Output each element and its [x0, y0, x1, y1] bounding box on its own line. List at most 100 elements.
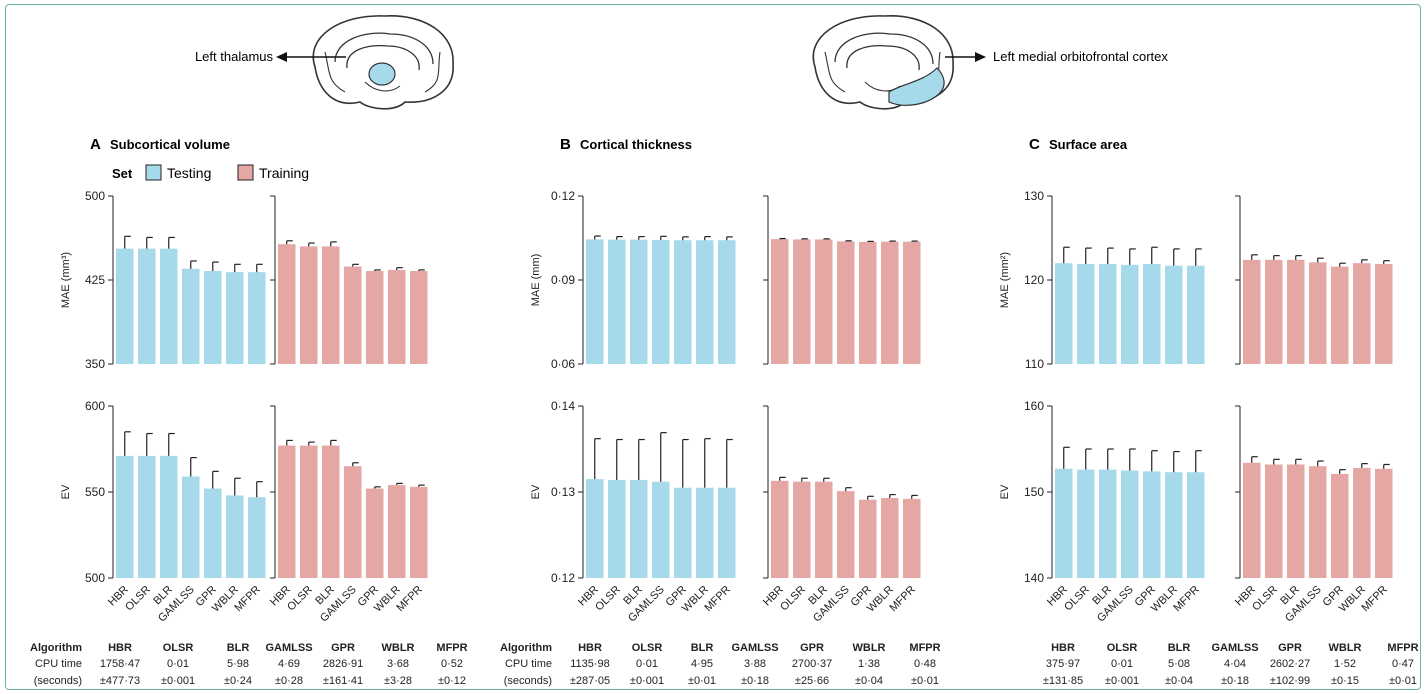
table-algorithm: GPR [331, 642, 355, 654]
bar-training [793, 239, 811, 364]
bar-training [278, 445, 296, 578]
y-tick-label: 500 [85, 571, 105, 585]
y-axis-label: EV [999, 484, 1011, 499]
bar-training [1331, 473, 1349, 578]
panel-A: A Subcortical volume 350 425 500 MAE (mm³) 500… [60, 136, 428, 625]
table-algorithm: BLR [227, 642, 250, 654]
table-cpu-error: ±0·15 [1331, 675, 1359, 687]
table-cpu-value: 2602·27 [1270, 658, 1310, 670]
bar-testing [674, 240, 692, 364]
bar-training [837, 241, 855, 364]
table-cpu-error: ±0·18 [1221, 675, 1249, 687]
bar-testing [696, 487, 714, 578]
table-cpu-value: 0·01 [636, 658, 658, 670]
y-tick-label: 150 [1024, 485, 1044, 499]
x-tick-label: OLSR [593, 584, 623, 614]
table-algorithm: WBLR [1329, 642, 1362, 654]
y-tick-label: 0·06 [551, 357, 575, 371]
bar-training [1287, 464, 1305, 578]
arrow-right-head [975, 52, 986, 62]
table-row-label: CPU time [35, 658, 82, 670]
bar-training [366, 488, 384, 578]
bar-testing [1187, 265, 1205, 364]
bar-testing [1143, 471, 1161, 578]
x-tick-label: OLSR [123, 584, 153, 614]
y-tick-label: 0·12 [551, 571, 575, 585]
panel-letter: C [1029, 136, 1040, 153]
brain-gyrus [364, 81, 401, 92]
panel-title: Surface area [1049, 137, 1128, 152]
orbitofrontal-region [888, 67, 945, 106]
y-tick-label: 0·09 [551, 273, 575, 287]
table-cpu-error: ±3·28 [384, 675, 412, 687]
bar-training [1353, 467, 1371, 578]
table-cpu-value: 1·52 [1334, 658, 1356, 670]
y-tick-label: 0·12 [551, 189, 575, 203]
bar-training [344, 266, 362, 364]
bar-training [1265, 464, 1283, 578]
table-cpu-error: ±25·66 [795, 675, 829, 687]
brain-gyrus [346, 44, 420, 71]
bar-testing [652, 239, 670, 364]
brain-gyrus [834, 32, 934, 65]
table-cpu-error: ±0·24 [224, 675, 252, 687]
x-tick-label: OLSR [1062, 584, 1092, 614]
bar-training [322, 445, 340, 578]
table-cpu-value: 0·01 [167, 658, 189, 670]
table-algorithm: HBR [578, 642, 602, 654]
y-tick-label: 425 [85, 273, 105, 287]
bar-testing [1077, 469, 1095, 578]
panel-B: B Cortical thickness 0·06 0·09 0·12 MAE (mm) 0… [530, 136, 921, 625]
table-cpu-error: ±0·01 [911, 675, 939, 687]
figure-frame [5, 4, 1421, 690]
bar-testing [1165, 472, 1183, 578]
bar-training [388, 269, 406, 364]
table-cpu-value: 375·97 [1046, 658, 1080, 670]
table-algorithm: WBLR [382, 642, 415, 654]
table-algorithm: HBR [1051, 642, 1075, 654]
annotation-arrows [276, 52, 986, 62]
left-thalamus-label: Left thalamus [195, 49, 274, 64]
bar-testing [1143, 264, 1161, 364]
brain-gyrus [334, 32, 434, 65]
table-cpu-error: ±477·73 [100, 675, 140, 687]
table-algorithm: BLR [691, 642, 714, 654]
panel-C: C Surface area 110 120 130 MAE (mm²) 140 150 160… [999, 136, 1393, 625]
y-axis-label: MAE (mm³) [60, 252, 72, 308]
table-algorithm: OLSR [1107, 642, 1138, 654]
bar-testing [138, 248, 156, 364]
y-axis-label: EV [530, 484, 542, 499]
table-algorithm: MFPR [909, 642, 940, 654]
table-cpu-error: ±0·001 [630, 675, 664, 687]
brain-gyrus [424, 51, 441, 93]
bar-training [322, 246, 340, 364]
bar-testing [718, 240, 736, 364]
x-tick-label: OLSR [778, 584, 808, 614]
x-tick-label: OLSR [1250, 584, 1280, 614]
bar-testing [116, 455, 134, 578]
bar-training [837, 491, 855, 578]
bar-training [771, 239, 789, 364]
bar-testing [608, 239, 626, 364]
bar-testing [718, 487, 736, 578]
bar-training [1287, 259, 1305, 364]
legend-label-training: Training [259, 165, 309, 181]
panel-title: Subcortical volume [110, 137, 230, 152]
brain-outline [312, 15, 454, 110]
table-algorithm: WBLR [853, 642, 886, 654]
y-tick-label: 550 [85, 485, 105, 499]
legend-title: Set [112, 166, 133, 181]
y-tick-label: 500 [85, 189, 105, 203]
bar-training [881, 498, 899, 578]
x-tick-label: OLSR [285, 584, 315, 614]
table-cpu-value: 1135·98 [570, 658, 610, 670]
bar-training [1375, 468, 1393, 578]
table-cpu-error: ±287·05 [570, 675, 610, 687]
table-cpu-value: 4·69 [278, 658, 300, 670]
bar-training [793, 481, 811, 578]
table-cpu-value: 0·01 [1111, 658, 1133, 670]
table-cpu-value: 0·52 [441, 658, 463, 670]
table-algorithm: BLR [1168, 642, 1191, 654]
table-cpu-error: ±161·41 [323, 675, 363, 687]
